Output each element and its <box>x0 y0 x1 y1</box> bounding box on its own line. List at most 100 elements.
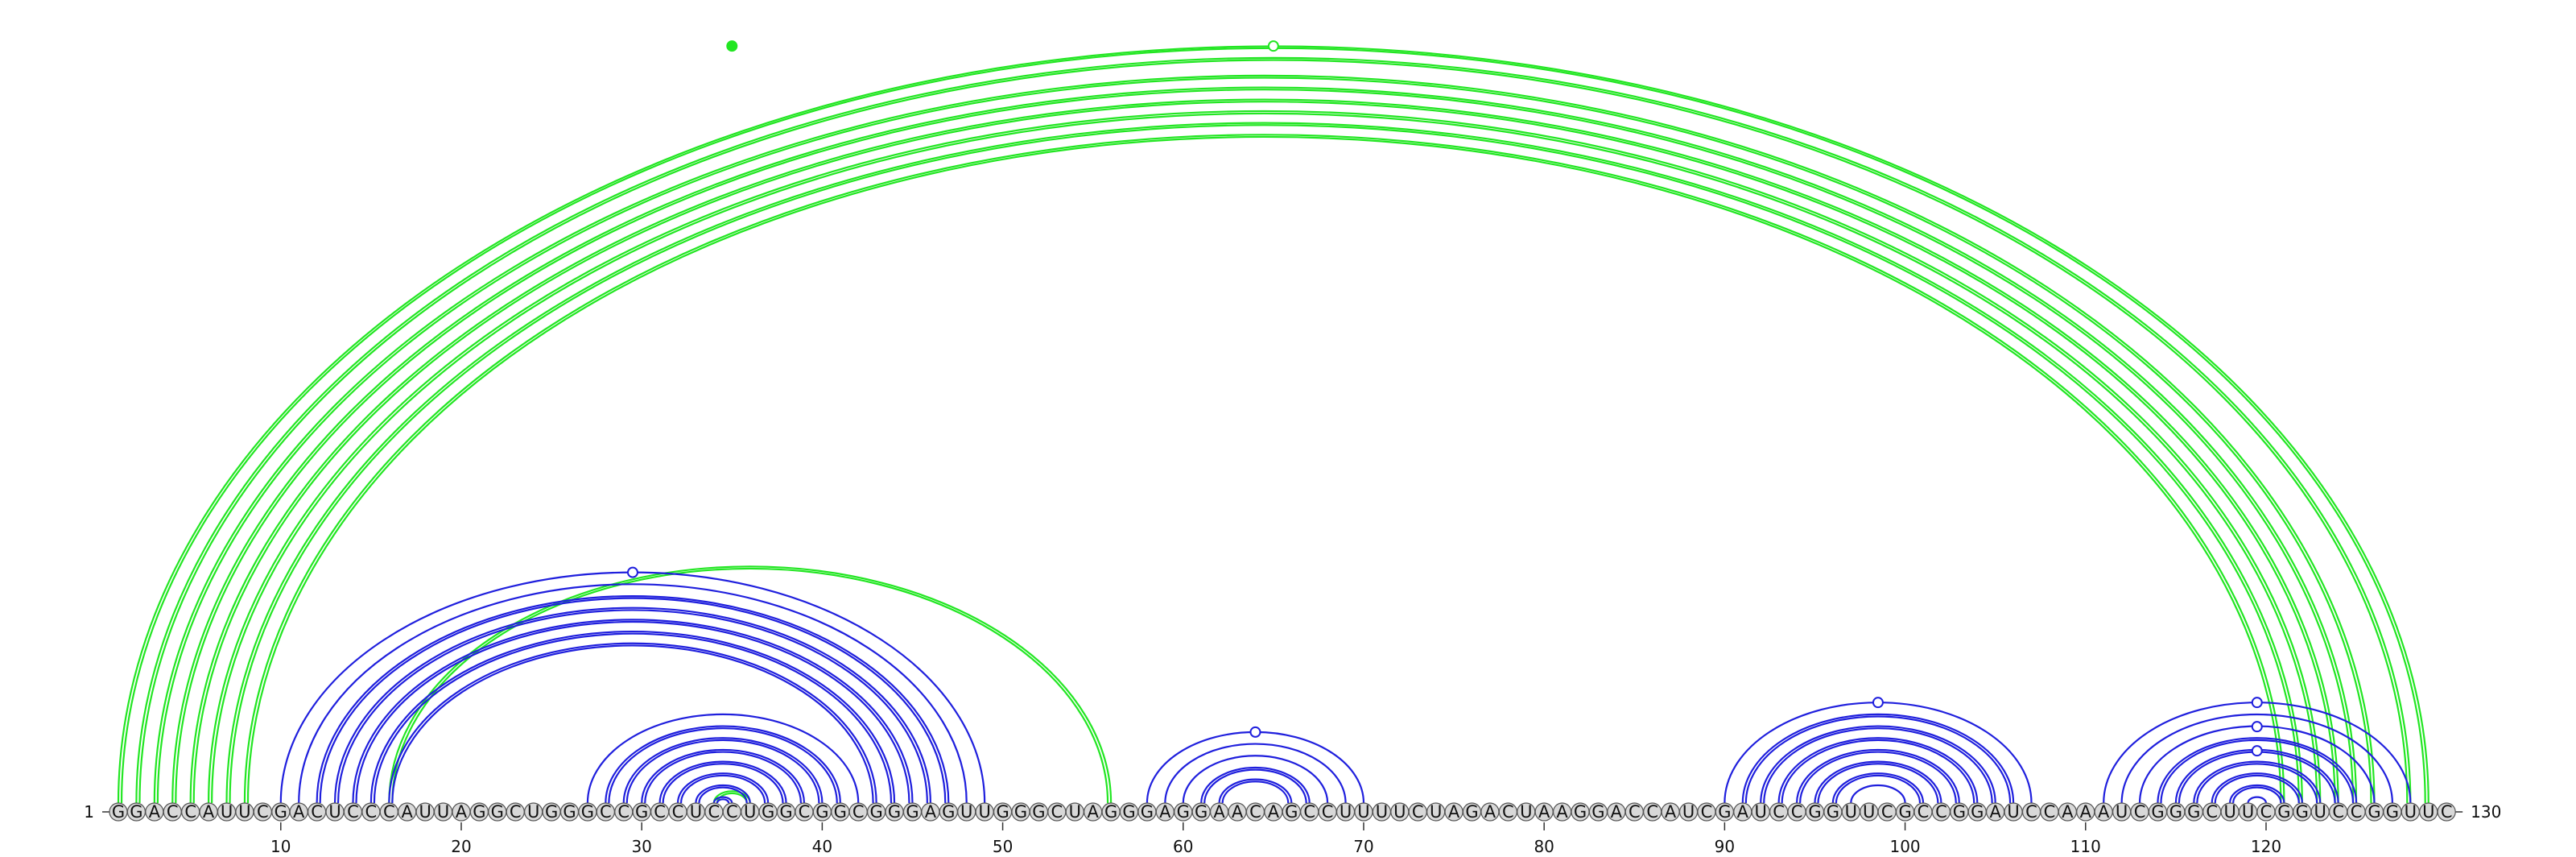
blue-pair-arc-11-48 <box>298 583 968 804</box>
blue-pair-arc-14-45 <box>352 619 914 804</box>
hairpin-marker-4 <box>2251 697 2263 709</box>
nucleotide-53: C <box>1047 802 1067 822</box>
nucleotide-114: G <box>2148 802 2168 822</box>
tick-label-60: 60 <box>1173 837 1193 856</box>
nucleotide-letter: G <box>1141 802 1154 822</box>
blue-pair-arc-62-66-inner <box>1221 780 1290 804</box>
blue-pair-arc-117-122 <box>2211 772 2303 804</box>
nucleotide-117: C <box>2202 802 2222 822</box>
nucleotide-66: G <box>1282 802 1301 822</box>
blue-pair-arc-116-123 <box>2193 760 2322 804</box>
blue-pair-arc-92-105-inner <box>1763 727 1993 804</box>
nucleotide-112: U <box>2112 802 2132 822</box>
nucleotide-65: A <box>1264 802 1283 822</box>
nucleotide-letter: C <box>799 802 811 822</box>
green-pair-arc-8-121 <box>243 134 2285 804</box>
nucleotide-letter: G <box>1718 802 1731 822</box>
nucleotide-letter: C <box>1881 802 1893 822</box>
nucleotide-37: G <box>758 802 778 822</box>
nucleotide-104: G <box>1967 802 1987 822</box>
nucleotide-letter: G <box>1122 802 1135 822</box>
nucleotide-letter: A <box>1538 802 1550 822</box>
green-pair-arc-3-126 <box>153 74 2376 804</box>
nucleotide-letter: A <box>203 802 215 822</box>
nucleotide-54: U <box>1065 802 1084 822</box>
nucleotide-letter: C <box>1051 802 1063 822</box>
nucleotide-27: G <box>578 802 597 822</box>
nucleotide-letter: G <box>2277 802 2290 822</box>
nucleotide-letter: G <box>1104 802 1117 822</box>
nucleotide-letter: G <box>762 802 774 822</box>
green-pair-arc-5-124 <box>189 98 2339 804</box>
blue-pair-arc-116-123-inner <box>2196 763 2318 804</box>
nucleotide-1: G <box>109 802 128 822</box>
blue-pair-arc-29-40-inner <box>625 739 820 804</box>
nucleotide-letter: U <box>1393 802 1406 822</box>
nucleotide-letter: U <box>2223 802 2235 822</box>
nucleotide-71: U <box>1372 802 1392 822</box>
nucleotide-60: G <box>1174 802 1193 822</box>
nucleotide-98: U <box>1860 802 1879 822</box>
nucleotide-letter: G <box>2169 802 2182 822</box>
tick-label-30: 30 <box>631 837 651 856</box>
blue-pair-arc-95-102 <box>1814 760 1942 804</box>
nucleotide-19: U <box>433 802 453 822</box>
nucleotide-letter: A <box>456 802 468 822</box>
nucleotide-99: C <box>1877 802 1897 822</box>
nucleotide-127: G <box>2383 802 2402 822</box>
nucleotide-letter: G <box>545 802 558 822</box>
blue-pair-arc-61-67 <box>1200 766 1311 804</box>
nucleotide-11: A <box>289 802 308 822</box>
blue-pair-arc-30-39-inner <box>644 751 803 804</box>
blue-pair-arc-12-47 <box>316 594 950 804</box>
tick-label-90: 90 <box>1715 837 1735 856</box>
blue-pair-arc-94-103 <box>1795 748 1960 804</box>
nucleotide-letter: C <box>600 802 612 822</box>
nucleotide-letter: A <box>1665 802 1677 822</box>
nucleotide-letter: A <box>1232 802 1244 822</box>
nucleotide-29: C <box>614 802 634 822</box>
nucleotide-22: G <box>488 802 507 822</box>
nucleotide-93: C <box>1769 802 1789 822</box>
nucleotide-13: U <box>325 802 345 822</box>
nucleotide-70: U <box>1354 802 1373 822</box>
nucleotide-letter: G <box>130 802 142 822</box>
nucleotide-9: C <box>253 802 272 822</box>
nucleotide-12: C <box>308 802 327 822</box>
nucleotide-111: A <box>2094 802 2113 822</box>
hairpin-marker-7 <box>726 40 738 52</box>
nucleotide-51: G <box>1011 802 1030 822</box>
nucleotide-letter: A <box>2062 802 2074 822</box>
nucleotide-letter: C <box>510 802 522 822</box>
nucleotide-21: G <box>469 802 489 822</box>
blue-pair-arc-93-104-inner <box>1781 739 1975 804</box>
nucleotide-76: G <box>1462 802 1482 822</box>
nucleotide-letter: U <box>1340 802 1352 822</box>
nucleotide-106: U <box>2004 802 2023 822</box>
nucleotide-41: G <box>831 802 850 822</box>
nucleotide-126: G <box>2364 802 2384 822</box>
nucleotide-circle <box>2437 802 2456 822</box>
nucleotide-125: C <box>2347 802 2366 822</box>
nucleotide-56: G <box>1101 802 1121 822</box>
blue-pair-arc-62-66 <box>1218 778 1293 804</box>
green-pair-arc-5-124-inner <box>192 100 2336 804</box>
hairpin-marker-8 <box>1267 40 1279 52</box>
nucleotide-119: U <box>2238 802 2258 822</box>
blue-pair-arc-112-127 <box>2120 713 2394 804</box>
blue-pair-arc-10-49 <box>279 571 986 804</box>
green-pair-arc-4-125-inner <box>175 89 2355 804</box>
nucleotide-90: G <box>1715 802 1734 822</box>
nucleotide-letter: A <box>1448 802 1460 822</box>
nucleotide-46: A <box>921 802 940 822</box>
nucleotide-79: U <box>1517 802 1536 822</box>
nucleotide-letter: G <box>1953 802 1966 822</box>
blue-pair-arc-16-43 <box>388 642 877 804</box>
nucleotide-3: A <box>145 802 164 822</box>
blue-pair-arc-114-125 <box>2157 737 2358 804</box>
nucleotide-35: C <box>722 802 741 822</box>
nucleotide-letter: G <box>942 802 955 822</box>
nucleotide-122: G <box>2293 802 2312 822</box>
nucleotide-letter: C <box>1773 802 1785 822</box>
